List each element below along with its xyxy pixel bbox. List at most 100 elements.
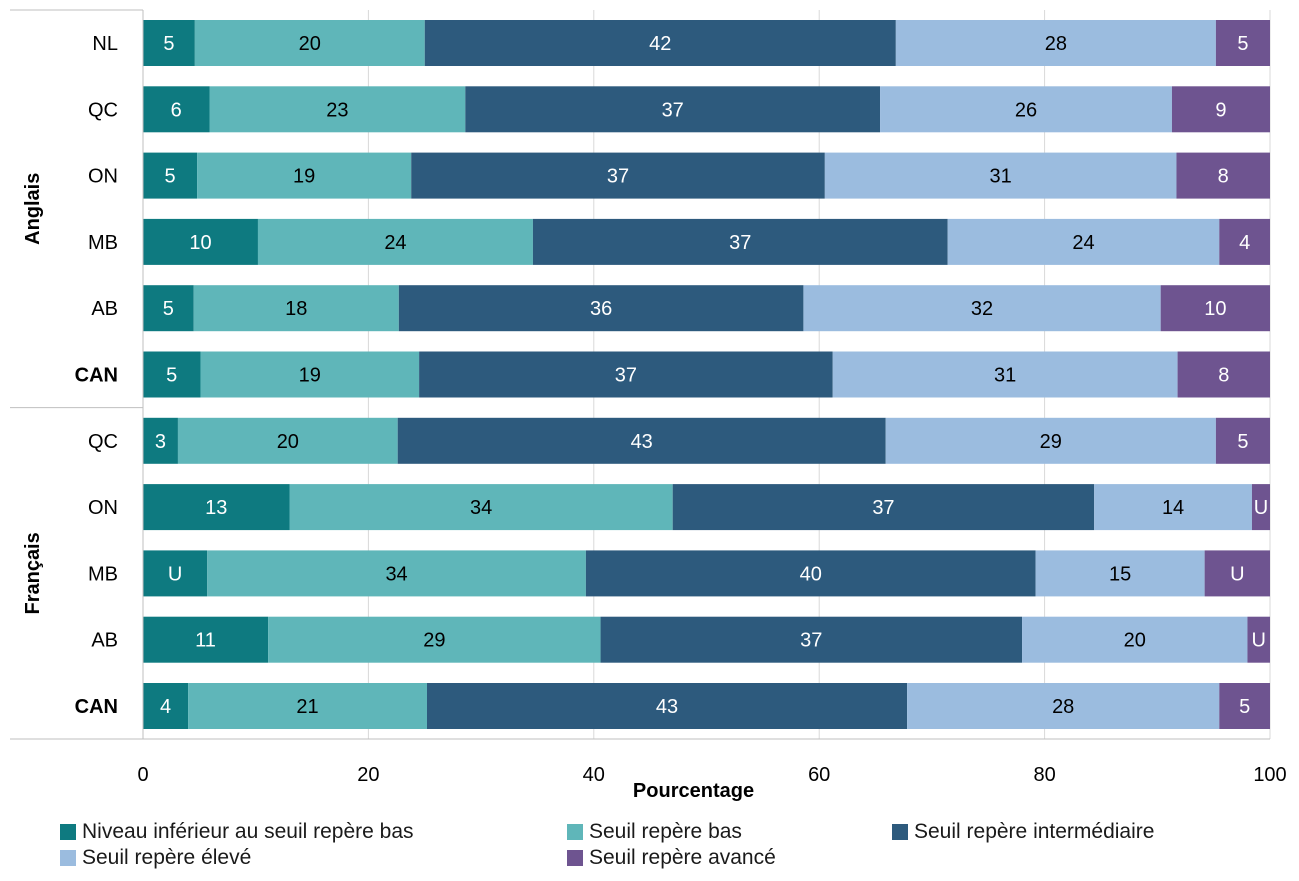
- bar-0-4-3: [803, 285, 1161, 332]
- data-label: 5: [163, 33, 174, 55]
- bar-0-4-2: [398, 285, 804, 332]
- bar-0-4-4: [1160, 285, 1270, 332]
- legend-item-4: Seuil repère avancé: [567, 846, 776, 870]
- bar-1-1-2: [672, 484, 1095, 531]
- bar-0-0-2: [424, 20, 896, 66]
- legend-label-3: Seuil repère élevé: [82, 846, 252, 869]
- data-label: 37: [607, 166, 629, 188]
- data-label: 32: [971, 298, 993, 320]
- category-label: MB: [88, 232, 118, 254]
- bar-1-4-0: [143, 683, 189, 729]
- data-label: 37: [800, 630, 822, 652]
- bar-0-0-3: [895, 20, 1216, 66]
- bar-1-3-2: [600, 616, 1023, 663]
- x-tick-label: 40: [583, 764, 605, 786]
- data-label: 4: [1239, 232, 1250, 254]
- data-label: U: [1252, 630, 1266, 652]
- data-label: U: [1230, 563, 1244, 585]
- data-label: 40: [800, 563, 822, 585]
- bar-0-5-4: [1177, 351, 1270, 398]
- x-tick-label: 60: [808, 764, 830, 786]
- data-label: 5: [1237, 431, 1248, 453]
- data-label: 26: [1015, 99, 1037, 121]
- legend-item-1: Seuil repère bas: [567, 820, 742, 844]
- bar-1-2-0: [143, 550, 208, 597]
- legend-label-1: Seuil repère bas: [589, 820, 742, 843]
- data-label: 5: [166, 365, 177, 387]
- data-label: 34: [385, 563, 407, 585]
- bar-0-3-0: [143, 218, 258, 265]
- data-label: 29: [423, 630, 445, 652]
- data-label: 8: [1218, 166, 1229, 188]
- category-label: ON: [88, 166, 118, 188]
- bar-1-1-3: [1094, 484, 1252, 531]
- bar-1-3-0: [143, 616, 269, 663]
- data-label: 20: [1124, 630, 1146, 652]
- category-label: CAN: [75, 365, 118, 387]
- data-label: 24: [384, 232, 406, 254]
- data-label: 31: [990, 166, 1012, 188]
- data-label: 42: [649, 33, 671, 55]
- bar-1-2-3: [1035, 550, 1205, 597]
- bar-0-2-0: [143, 152, 198, 199]
- legend-item-0: Niveau inférieur au seuil repère bas: [60, 820, 414, 844]
- data-label: U: [168, 563, 182, 585]
- category-label: MB: [88, 563, 118, 585]
- data-label: 24: [1072, 232, 1094, 254]
- legend-swatch-0: [60, 824, 76, 840]
- bar-0-3-3: [947, 218, 1220, 265]
- group-label: Anglais: [22, 173, 44, 245]
- category-label: NL: [92, 33, 118, 55]
- data-label: U: [1254, 497, 1268, 519]
- legend: Niveau inférieur au seuil repère bas Seu…: [60, 820, 1290, 880]
- data-label: 37: [662, 99, 684, 121]
- bar-1-4-1: [188, 683, 428, 729]
- bar-1-0-4: [1215, 417, 1270, 464]
- bar-1-1-1: [289, 484, 673, 531]
- data-label: 8: [1218, 365, 1229, 387]
- category-label: ON: [88, 497, 118, 519]
- bar-0-4-0: [143, 285, 194, 332]
- bar-0-3-2: [532, 218, 948, 265]
- x-axis-title: Pourcentage: [633, 780, 754, 802]
- bar-1-4-2: [427, 683, 908, 729]
- legend-label-0: Niveau inférieur au seuil repère bas: [82, 820, 414, 843]
- data-label: 15: [1109, 563, 1131, 585]
- category-label: QC: [88, 431, 118, 453]
- bar-0-0-1: [194, 20, 425, 66]
- bar-0-2-1: [197, 152, 412, 199]
- bar-1-4-3: [907, 683, 1220, 729]
- bar-0-2-4: [1176, 152, 1270, 199]
- bar-0-1-3: [880, 86, 1172, 133]
- bar-0-5-2: [419, 351, 833, 398]
- bar-0-4-1: [193, 285, 399, 332]
- bar-0-3-4: [1219, 218, 1270, 265]
- bar-0-1-1: [209, 86, 466, 133]
- data-label: 37: [872, 497, 894, 519]
- data-label: 10: [1204, 298, 1226, 320]
- data-label: 37: [729, 232, 751, 254]
- bar-0-0-0: [143, 20, 195, 66]
- category-label: CAN: [75, 696, 118, 718]
- bar-0-1-2: [465, 86, 881, 133]
- bar-1-4-4: [1219, 683, 1270, 729]
- legend-label-2: Seuil repère intermédiaire: [914, 820, 1155, 843]
- bar-0-2-3: [824, 152, 1177, 199]
- data-label: 28: [1045, 33, 1067, 55]
- legend-item-2: Seuil repère intermédiaire: [892, 820, 1154, 844]
- data-label: 43: [656, 696, 678, 718]
- data-label: 18: [285, 298, 307, 320]
- data-label: 36: [590, 298, 612, 320]
- data-label: 6: [171, 99, 182, 121]
- group-label: Français: [22, 532, 44, 614]
- bar-0-5-3: [832, 351, 1178, 398]
- legend-swatch-4: [567, 850, 583, 866]
- data-label: 5: [1239, 696, 1250, 718]
- bar-0-0-4: [1215, 20, 1270, 66]
- bar-1-0-2: [397, 417, 886, 464]
- legend-swatch-2: [892, 824, 908, 840]
- bar-0-1-0: [143, 86, 210, 133]
- bar-1-3-1: [268, 616, 601, 663]
- data-label: 10: [189, 232, 211, 254]
- bar-0-3-1: [257, 218, 533, 265]
